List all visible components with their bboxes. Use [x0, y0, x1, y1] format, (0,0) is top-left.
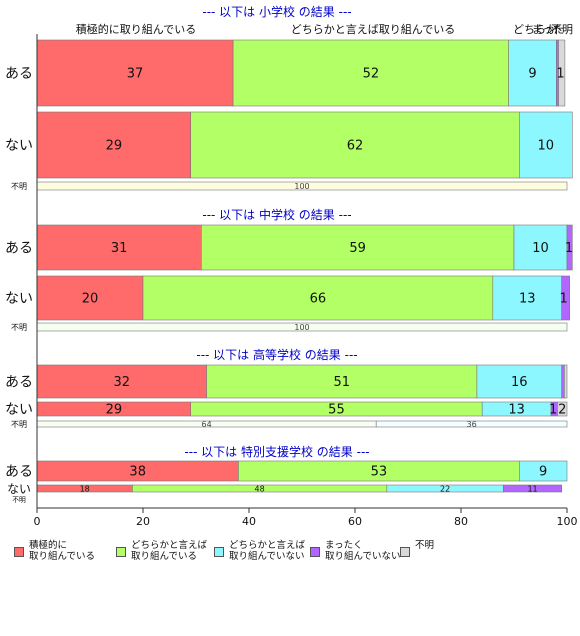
bar-segment	[513, 224, 568, 271]
x-tick-label: 80	[454, 515, 468, 528]
bar-segment	[561, 275, 570, 321]
value-label: 31	[111, 241, 128, 256]
top-label-2: どちらか	[513, 23, 557, 36]
bar-segment	[518, 460, 568, 482]
top-label-0: 積極的に取り組んでいる	[76, 22, 196, 36]
legend-swatch	[310, 547, 320, 557]
bar-segment	[518, 111, 573, 179]
value-label: 37	[127, 67, 144, 82]
panel-title-2: --- 以下は 高等学校 の結果 ---	[196, 347, 357, 362]
value-label: 32	[114, 375, 131, 390]
value-label: 20	[82, 292, 99, 307]
row-label: ある	[5, 375, 33, 391]
bar-segment	[564, 364, 568, 399]
bar-segment	[561, 364, 565, 399]
value-label: 1	[560, 292, 568, 307]
panel-title-3: --- 以下は 特別支援学校 の結果 ---	[184, 444, 369, 459]
value-label: 1	[556, 67, 564, 82]
bar-segment	[190, 111, 520, 179]
value-label: 16	[511, 375, 528, 390]
x-tick-label: 20	[136, 515, 150, 528]
bar-segment	[36, 39, 234, 107]
legend-label: どちらかと言えば 取り組んでいる	[131, 540, 208, 562]
value-label: 62	[347, 139, 364, 154]
bar-segment	[558, 39, 566, 107]
bar-segment	[36, 224, 202, 271]
value-label: 18	[80, 484, 90, 493]
bar-segment	[201, 224, 515, 271]
legend-swatch	[400, 547, 410, 557]
value-label: 48	[255, 484, 265, 493]
value-label: 38	[129, 465, 146, 480]
legend-label: 積極的に 取り組んでいる	[29, 540, 96, 562]
bar-segment	[508, 39, 557, 107]
value-label: 36	[467, 420, 477, 429]
row-label: ある	[5, 66, 33, 82]
bar-segment	[36, 364, 207, 399]
value-label: 1	[549, 403, 557, 418]
row-label: 不明	[11, 182, 27, 191]
value-label: 11	[527, 484, 537, 493]
row-label: ない	[5, 291, 33, 307]
row-label: ある	[5, 464, 33, 480]
top-label-1: どちらかと言えば取り組んでいる	[291, 23, 455, 36]
value-label: 10	[532, 241, 549, 256]
top-label-3: まった	[532, 23, 565, 36]
bar-segment	[566, 224, 573, 271]
panel-title-0: --- 以下は 小学校 の結果 ---	[202, 4, 351, 19]
row-label: ない	[7, 482, 31, 496]
value-label: 66	[310, 292, 327, 307]
value-label: 1	[565, 241, 573, 256]
legend-swatch	[214, 547, 224, 557]
value-label: 55	[328, 403, 345, 418]
bar-segment	[232, 39, 510, 107]
x-tick-label: 40	[242, 515, 256, 528]
value-label: 22	[440, 484, 450, 493]
chart-legend: 積極的に 取り組んでいる どちらかと言えば 取り組んでいる どちらかと言えば 取り組…	[14, 538, 574, 578]
value-label: 9	[539, 465, 547, 480]
value-label: 52	[363, 67, 380, 82]
row-label: ない	[5, 138, 33, 154]
legend-swatch	[14, 547, 24, 557]
row-label: 不明	[12, 496, 26, 504]
value-label: 2	[558, 403, 566, 418]
value-label: 9	[528, 67, 536, 82]
panel-title-1: --- 以下は 中学校 の結果 ---	[202, 207, 351, 222]
value-label: 29	[106, 139, 123, 154]
row-label: ない	[5, 402, 33, 418]
value-label: 53	[371, 465, 388, 480]
value-label: 13	[519, 292, 536, 307]
row-label: ある	[5, 241, 33, 257]
legend-label: どちらかと言えば 取り組んでいない	[229, 540, 306, 562]
legend-label: 不明	[415, 540, 435, 551]
bar-segment	[476, 364, 562, 399]
value-label: 13	[508, 403, 525, 418]
bar-segment	[375, 420, 568, 428]
value-label: 64	[202, 420, 212, 429]
x-tick-label: 100	[557, 515, 578, 528]
legend-label: まったく 取り組んでいない	[325, 540, 401, 562]
bar-segment	[142, 275, 494, 321]
bar-segment	[36, 275, 144, 321]
bar-segment	[492, 275, 562, 321]
bar-segment	[557, 401, 568, 417]
value-label: 100	[294, 323, 309, 332]
value-label: 10	[538, 139, 555, 154]
row-label: 不明	[11, 323, 27, 332]
bar-segment	[503, 484, 562, 493]
x-tick-label: 60	[348, 515, 362, 528]
legend-swatch	[116, 547, 126, 557]
bar-segment	[206, 364, 478, 399]
value-label: 100	[294, 182, 309, 191]
value-label: 59	[349, 241, 366, 256]
top-label-4: 不明	[551, 23, 573, 36]
bar-segment	[36, 111, 191, 179]
value-label: 29	[106, 403, 123, 418]
row-label: 不明	[11, 420, 27, 429]
value-label: 51	[333, 375, 350, 390]
x-tick-label: 0	[34, 515, 41, 528]
